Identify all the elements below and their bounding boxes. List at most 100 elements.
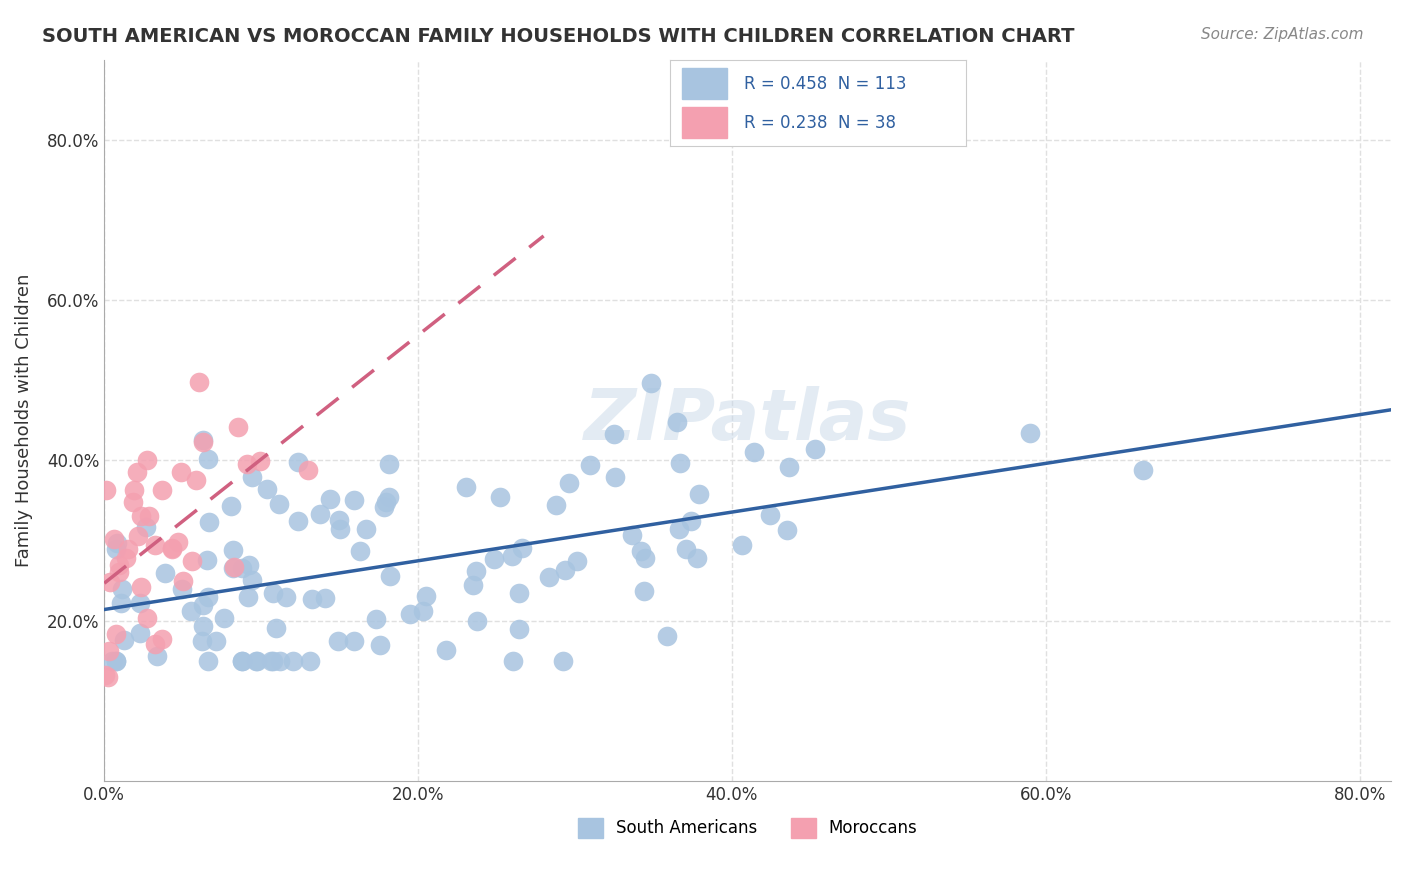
Point — [1019, 426, 1042, 441]
Point — [465, 564, 488, 578]
Point — [98, 574, 121, 589]
Point — [197, 451, 219, 466]
Point — [269, 654, 291, 668]
Point — [668, 522, 690, 536]
Point — [256, 482, 278, 496]
Point — [398, 607, 420, 621]
Point — [138, 508, 160, 523]
Point — [482, 552, 505, 566]
Point — [236, 457, 259, 471]
Point — [259, 654, 281, 668]
Point — [238, 558, 260, 572]
Point — [191, 598, 214, 612]
Point — [688, 487, 710, 501]
Point — [212, 610, 235, 624]
Point — [221, 561, 243, 575]
Point — [162, 541, 184, 556]
Point — [169, 465, 191, 479]
Point — [110, 596, 132, 610]
Point — [553, 654, 575, 668]
Point — [281, 654, 304, 668]
Point — [114, 550, 136, 565]
Point — [127, 465, 149, 479]
Point — [105, 626, 128, 640]
Point — [501, 549, 523, 564]
Point — [368, 639, 391, 653]
Point — [603, 427, 626, 442]
Point — [145, 538, 167, 552]
Point — [436, 642, 458, 657]
Point — [246, 654, 269, 668]
Point — [146, 648, 169, 663]
Point — [675, 542, 697, 557]
Point — [554, 563, 576, 577]
Point — [328, 513, 350, 527]
Point — [128, 596, 150, 610]
Text: SOUTH AMERICAN VS MOROCCAN FAMILY HOUSEHOLDS WITH CHILDREN CORRELATION CHART: SOUTH AMERICAN VS MOROCCAN FAMILY HOUSEH… — [42, 27, 1074, 45]
Point — [231, 654, 253, 668]
Point — [224, 559, 246, 574]
Point — [122, 483, 145, 497]
Y-axis label: Family Households with Children: Family Households with Children — [15, 274, 32, 567]
Point — [198, 515, 221, 529]
Point — [314, 591, 336, 606]
Point — [111, 582, 134, 596]
Point — [354, 522, 377, 536]
Point — [122, 494, 145, 508]
Point — [465, 614, 488, 628]
Point — [378, 569, 401, 583]
Point — [104, 654, 127, 668]
Point — [620, 528, 643, 542]
Point — [191, 619, 214, 633]
Point — [287, 455, 309, 469]
Point — [287, 514, 309, 528]
Point — [226, 420, 249, 434]
Point — [155, 566, 177, 581]
Point — [669, 456, 692, 470]
Point — [776, 523, 799, 537]
Point — [117, 542, 139, 557]
Point — [97, 644, 120, 658]
Legend: South Americans, Moroccans: South Americans, Moroccans — [571, 811, 924, 845]
Point — [633, 583, 655, 598]
Point — [364, 612, 387, 626]
Point — [565, 553, 588, 567]
Point — [245, 654, 267, 668]
Point — [160, 541, 183, 556]
Point — [193, 433, 215, 447]
Point — [249, 454, 271, 468]
Point — [1132, 463, 1154, 477]
Point — [180, 554, 202, 568]
Point — [605, 470, 627, 484]
Point — [269, 497, 291, 511]
Point — [170, 582, 193, 596]
Point — [510, 541, 533, 555]
Point — [343, 493, 366, 508]
Point — [681, 514, 703, 528]
Point — [326, 633, 349, 648]
Point — [172, 574, 194, 589]
Point — [378, 490, 401, 504]
Point — [188, 375, 211, 389]
Point — [343, 634, 366, 648]
Point — [508, 586, 530, 600]
Point — [197, 590, 219, 604]
Point — [191, 633, 214, 648]
Point — [537, 570, 560, 584]
Point — [731, 538, 754, 552]
Text: ZIPatlas: ZIPatlas — [583, 385, 911, 455]
Point — [150, 483, 173, 497]
Point — [630, 543, 652, 558]
Point — [319, 491, 342, 506]
Point — [557, 476, 579, 491]
Point — [544, 498, 567, 512]
Point — [150, 632, 173, 646]
Point — [349, 543, 371, 558]
Point — [167, 535, 190, 549]
Point — [264, 621, 287, 635]
Point — [742, 445, 765, 459]
Point — [128, 625, 150, 640]
Point — [454, 480, 477, 494]
Point — [329, 522, 352, 536]
Point — [301, 591, 323, 606]
